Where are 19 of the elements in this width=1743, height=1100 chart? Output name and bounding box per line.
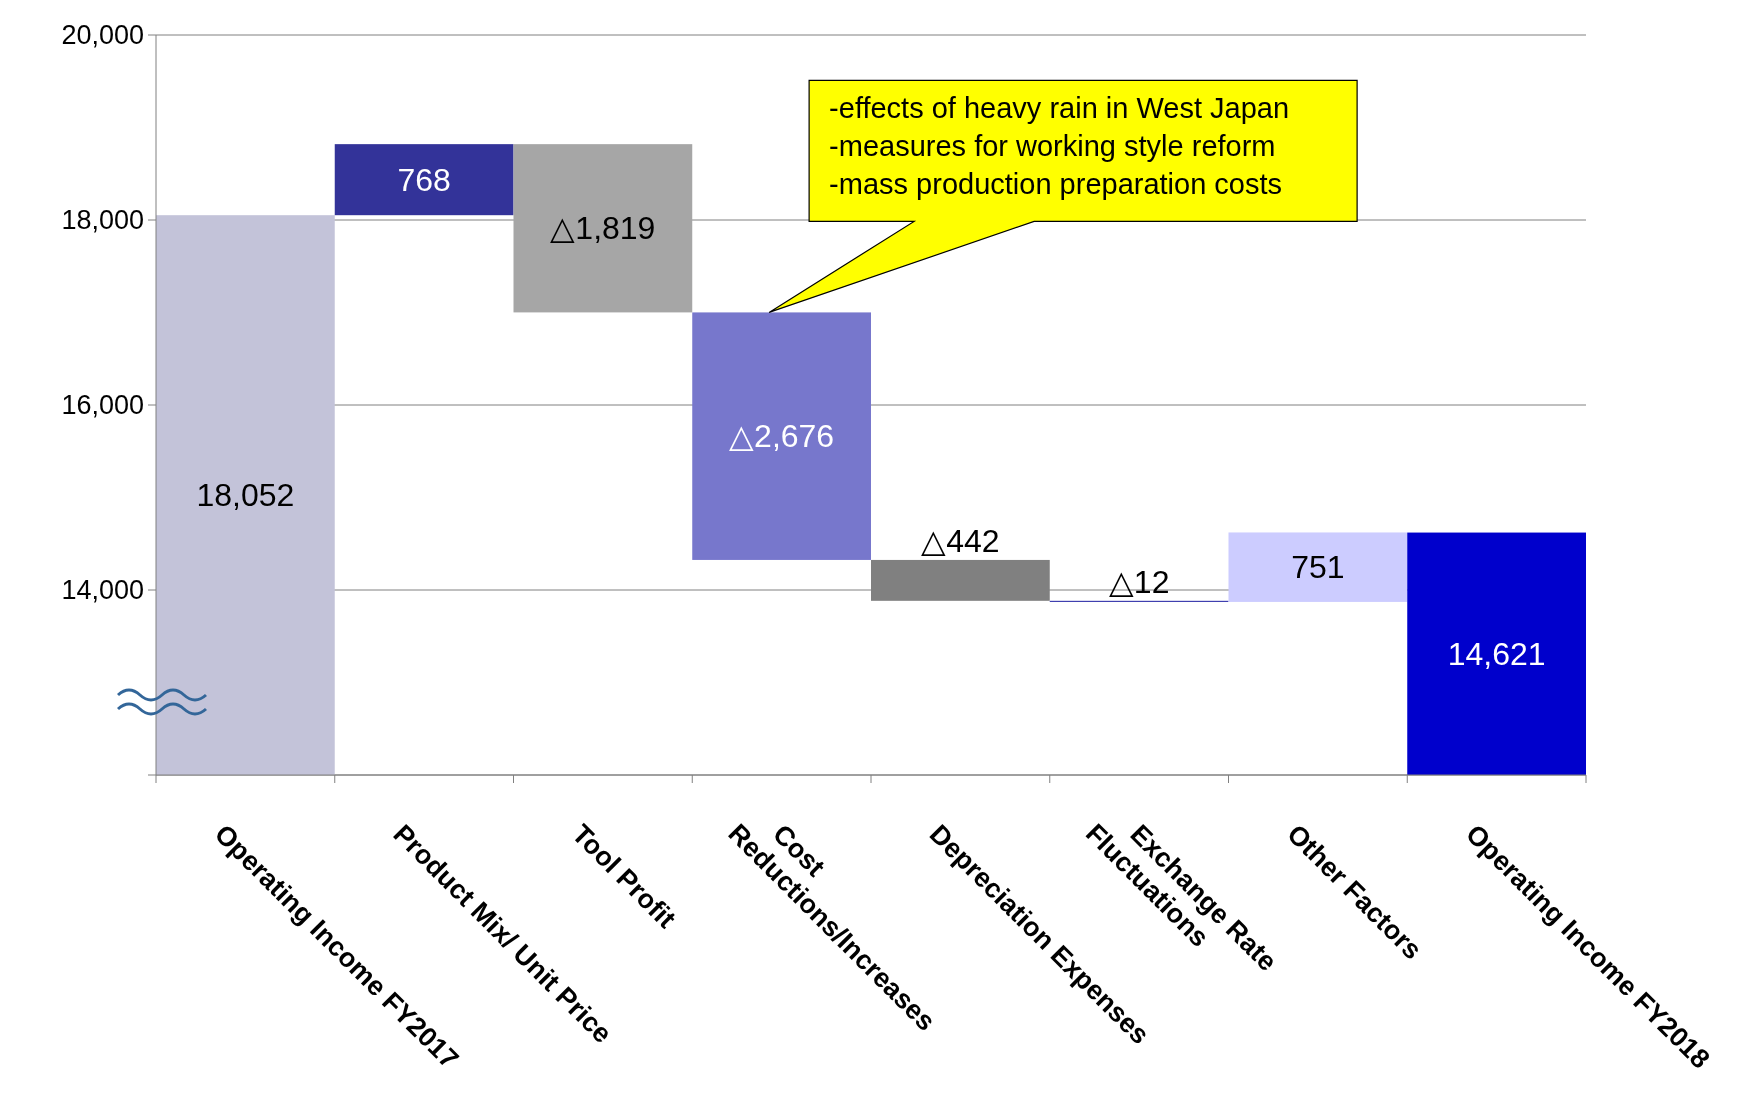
data-label: △2,676 [729,418,835,455]
bar [1407,532,1586,775]
data-label: 768 [397,161,451,198]
annotation: -effects of heavy rain in West Japan -measures for working style reform -mass production preparation costs [829,92,1290,201]
bar [334,144,514,216]
bar [692,312,871,560]
bar [1228,532,1408,602]
bar [156,215,335,775]
data-label: 14,621 [1447,635,1546,672]
data-label: △1,819 [550,210,656,247]
y-tick-label: 16,000 [61,390,144,421]
data-label: △442 [921,522,1000,559]
y-tick-label: 14,000 [61,575,144,606]
y-tick-label: 18,000 [61,205,144,236]
y-tick-label: 20,000 [61,20,144,51]
data-label: △12 [1108,563,1170,600]
data-label: 751 [1291,549,1345,586]
data-label: 18,052 [196,477,295,514]
bar [513,144,693,313]
